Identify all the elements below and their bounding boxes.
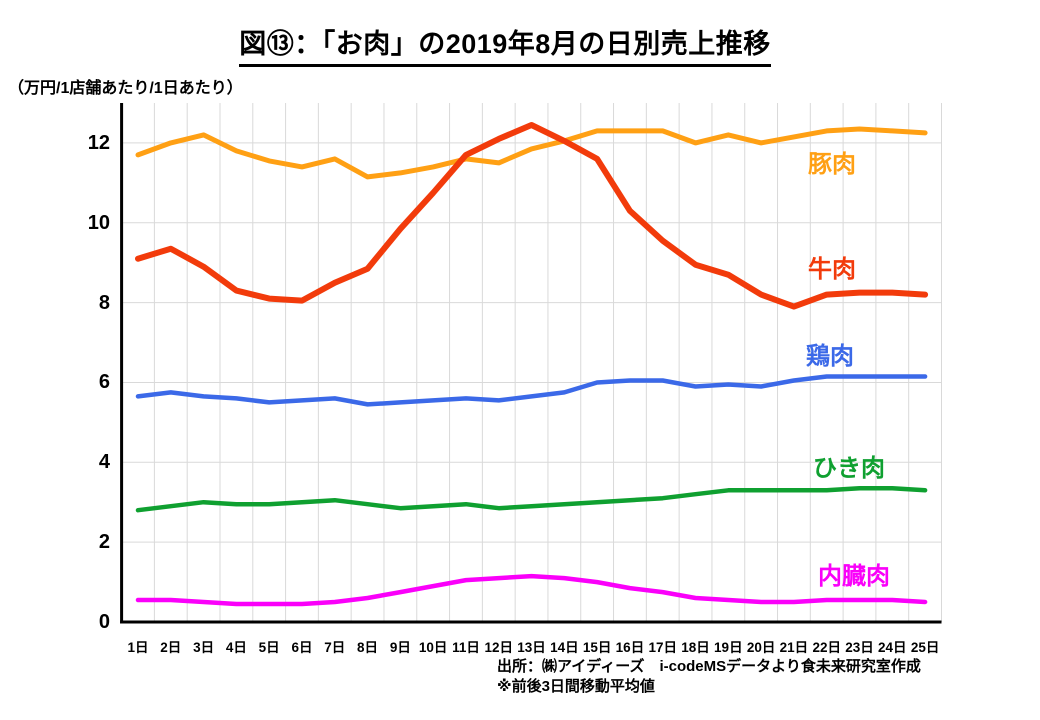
x-tick-label: 4日 [225, 640, 247, 655]
source-note: 出所：㈱アイディーズ i-codeMSデータより食未来研究室作成 [497, 658, 921, 675]
x-tick-label: 5日 [258, 640, 280, 655]
legend-label-beef: 牛肉 [808, 256, 856, 283]
x-tick-label: 17日 [648, 640, 677, 655]
x-tick-label: 9日 [389, 640, 411, 655]
x-tick-label: 23日 [845, 640, 874, 655]
legend-label-offal: 内臓肉 [818, 563, 890, 590]
x-tick-label: 20日 [746, 640, 776, 655]
legend-label-chicken: 鶏肉 [806, 343, 854, 370]
x-tick-label: 13日 [517, 640, 546, 655]
x-tick-label: 16日 [615, 640, 645, 655]
x-tick-label: 24日 [878, 640, 907, 655]
x-tick-label: 1日 [127, 640, 149, 655]
y-tick-label: 6 [98, 371, 110, 394]
y-tick-label: 0 [98, 611, 110, 633]
y-axis-unit-label: （万円/1店舗あたり/1日あたり） [8, 80, 243, 97]
x-tick-label: 15日 [582, 640, 612, 655]
series-line-chicken [135, 374, 928, 407]
x-tick-label: 10日 [418, 640, 448, 655]
x-tick-label: 6日 [291, 640, 313, 655]
footnote: ※前後3日間移動平均値 [497, 678, 655, 695]
x-tick-label: 21日 [779, 640, 809, 655]
chart-title: 図⑬：「お肉」の2019年8月の日別売上推移 [239, 22, 771, 67]
y-tick-label: 10 [87, 211, 110, 234]
y-tick-label: 4 [98, 451, 110, 474]
legend-label-pork: 豚肉 [808, 151, 856, 178]
series-line-beef [135, 122, 929, 310]
x-tick-label: 8日 [357, 640, 379, 655]
y-tick-label: 2 [98, 531, 110, 554]
series-line-offal [135, 573, 928, 607]
x-tick-label: 3日 [193, 640, 215, 655]
x-tick-label: 18日 [681, 640, 710, 655]
series-line-pork [135, 126, 928, 180]
x-tick-label: 19日 [714, 640, 743, 655]
x-tick-label: 7日 [324, 640, 346, 655]
x-tick-label: 2日 [160, 640, 182, 655]
x-tick-label: 11日 [452, 640, 480, 655]
x-tick-label: 14日 [550, 640, 579, 655]
source-note-block: 出所：㈱アイディーズ i-codeMSデータより食未来研究室作成 ※前後3日間移… [497, 657, 921, 697]
chart-title-wrap: 図⑬：「お肉」の2019年8月の日別売上推移 [0, 22, 1010, 67]
legend-label-ground-meat: ひき肉 [813, 455, 885, 482]
x-tick-label: 22日 [812, 640, 841, 655]
x-tick-label: 12日 [484, 640, 514, 655]
series-line-ground-meat [135, 486, 928, 513]
x-tick-label: 25日 [910, 640, 940, 655]
y-tick-label: 12 [87, 131, 110, 154]
y-tick-label: 8 [98, 291, 110, 314]
